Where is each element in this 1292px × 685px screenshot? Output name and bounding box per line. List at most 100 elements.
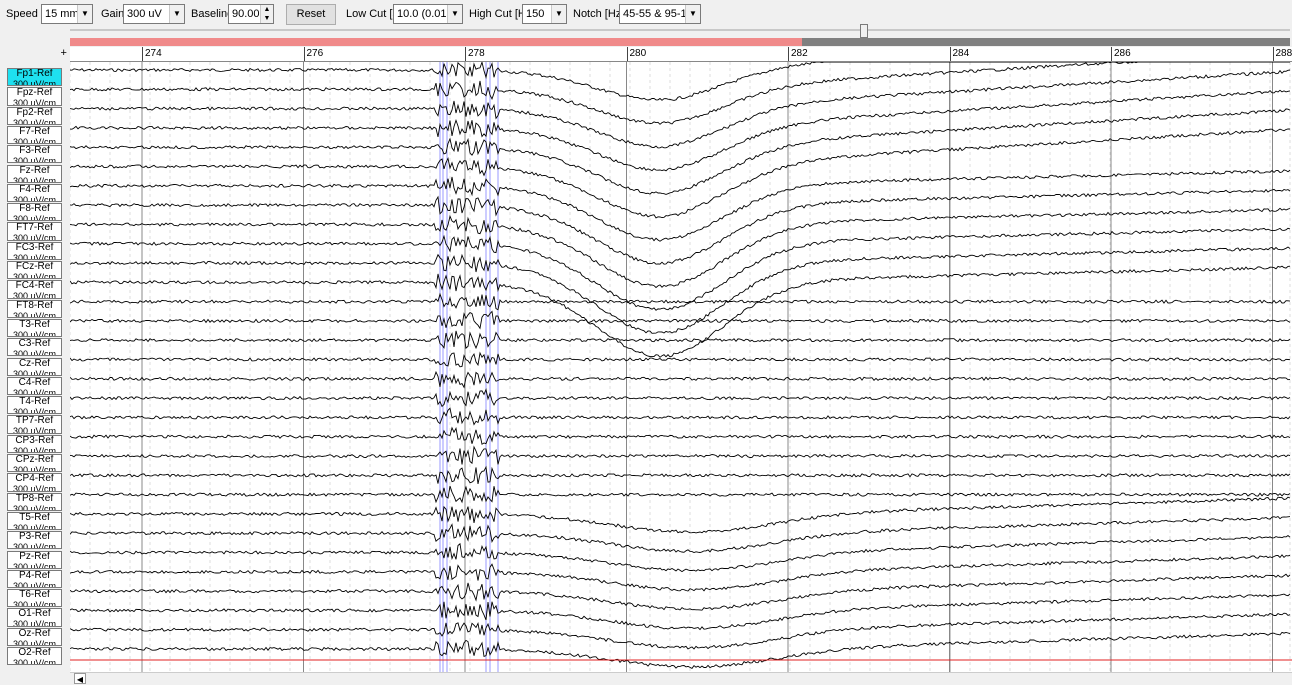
chevron-down-icon: ▼ [447, 5, 462, 23]
baseline-spinner[interactable]: 90.00 u ▲▼ [228, 4, 274, 24]
channel-gain: 300 uV/cm [8, 330, 61, 337]
eeg-trace [70, 486, 1290, 502]
chevron-down-icon: ▼ [77, 5, 92, 23]
eeg-trace [70, 594, 1290, 630]
gain-select[interactable]: 300 uV ▼ [123, 4, 185, 24]
gain-value: 300 uV [127, 8, 162, 20]
channel-name: P4-Ref [8, 571, 61, 581]
channel-gain: 300 uV/cm [8, 272, 61, 279]
channel-gain: 300 uV/cm [8, 542, 61, 549]
channel-name: FT8-Ref [8, 301, 61, 311]
channel-name: F7-Ref [8, 127, 61, 137]
slider-thumb[interactable] [860, 24, 868, 38]
speed-label: Speed [6, 8, 38, 20]
eeg-trace-area[interactable] [70, 62, 1292, 672]
channel-gain: 300 uV/cm [8, 388, 61, 395]
chevron-down-icon: ▼ [685, 5, 700, 23]
eeg-trace [70, 90, 1290, 171]
channel-name: P3-Ref [8, 532, 61, 542]
eeg-trace [70, 447, 1290, 465]
channel-name: C3-Ref [8, 339, 61, 349]
spinner-arrows-icon[interactable]: ▲▼ [260, 5, 273, 23]
time-slider[interactable] [70, 26, 1290, 34]
channel-gain: 300 uV/cm [8, 465, 61, 472]
ruler-tick [788, 47, 789, 61]
eeg-trace [70, 632, 1290, 668]
reset-button[interactable]: Reset [286, 4, 336, 25]
recording-progress-bar[interactable] [70, 38, 1290, 46]
channel-name: CP3-Ref [8, 436, 61, 446]
channel-gain: 300 uV/cm [8, 214, 61, 221]
horizontal-scrollbar[interactable]: ◀ [70, 672, 1292, 685]
eeg-trace [70, 228, 1290, 310]
eeg-trace [70, 62, 1290, 124]
eeg-trace [70, 312, 1290, 329]
channel-name: T5-Ref [8, 513, 61, 523]
channel-name: T3-Ref [8, 320, 61, 330]
ruler-tick [304, 47, 305, 61]
scroll-left-icon[interactable]: ◀ [74, 673, 86, 684]
progress-fill [70, 38, 802, 46]
add-channel-button[interactable]: + [0, 47, 70, 61]
channel-name: C4-Ref [8, 378, 61, 388]
channel-name: T4-Ref [8, 397, 61, 407]
plus-icon: + [61, 47, 67, 59]
channel-gain: 300 uV/cm [8, 369, 61, 376]
channel-gain: 300 uV/cm [8, 619, 61, 626]
channel-name: F8-Ref [8, 204, 61, 214]
channel-name: TP7-Ref [8, 416, 61, 426]
highcut-select[interactable]: 150 ▼ [522, 4, 567, 24]
slider-track [70, 29, 1290, 31]
channel-name: FC3-Ref [8, 243, 61, 253]
ruler-tick-label: 284 [953, 48, 970, 59]
channel-name: Fpz-Ref [8, 88, 61, 98]
ruler-tick-label: 276 [307, 48, 324, 59]
channel-name: F3-Ref [8, 146, 61, 156]
ruler-tick-label: 288 [1276, 48, 1292, 59]
ruler-tick [142, 47, 143, 61]
notch-select[interactable]: 45-55 & 95-105 ▼ [619, 4, 701, 24]
ruler-tick-label: 282 [791, 48, 808, 59]
channel-name: Fz-Ref [8, 166, 61, 176]
ruler-tick [950, 47, 951, 61]
channel-name: FC4-Ref [8, 281, 61, 291]
chevron-down-icon: ▼ [169, 5, 184, 23]
eeg-trace [70, 428, 1290, 444]
channel-gain: 300 uV/cm [8, 658, 61, 665]
eeg-trace [70, 109, 1290, 194]
speed-select[interactable]: 15 mm/s ▼ [41, 4, 93, 24]
lowcut-select[interactable]: 10.0 (0.016 Hz ▼ [393, 4, 463, 24]
